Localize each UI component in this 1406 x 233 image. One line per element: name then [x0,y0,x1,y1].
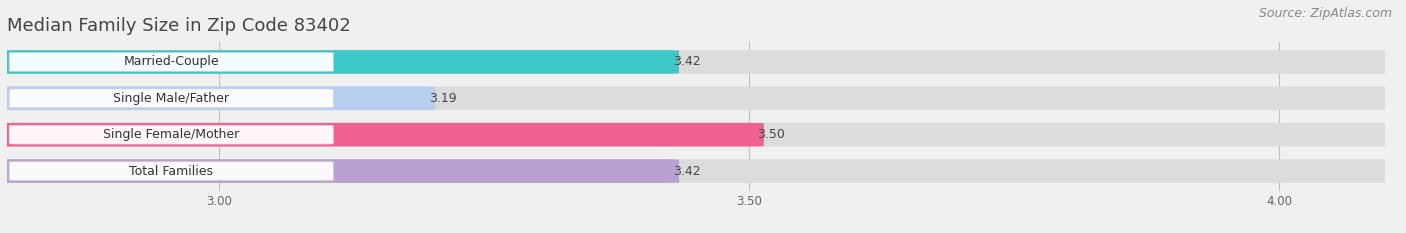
Text: 3.42: 3.42 [672,55,700,69]
FancyBboxPatch shape [0,159,1400,183]
FancyBboxPatch shape [0,159,679,183]
Text: 3.19: 3.19 [429,92,457,105]
Text: Total Families: Total Families [129,164,214,178]
FancyBboxPatch shape [0,123,1400,147]
Text: 3.42: 3.42 [672,164,700,178]
FancyBboxPatch shape [0,50,679,74]
FancyBboxPatch shape [0,86,1400,110]
FancyBboxPatch shape [10,125,333,144]
FancyBboxPatch shape [0,86,436,110]
FancyBboxPatch shape [0,123,763,147]
FancyBboxPatch shape [10,89,333,108]
Text: Single Male/Father: Single Male/Father [114,92,229,105]
Text: Median Family Size in Zip Code 83402: Median Family Size in Zip Code 83402 [7,17,350,35]
FancyBboxPatch shape [10,52,333,71]
Text: Single Female/Mother: Single Female/Mother [103,128,239,141]
Text: 3.50: 3.50 [758,128,786,141]
Text: Married-Couple: Married-Couple [124,55,219,69]
FancyBboxPatch shape [10,162,333,181]
Text: Source: ZipAtlas.com: Source: ZipAtlas.com [1258,7,1392,20]
FancyBboxPatch shape [0,50,1400,74]
